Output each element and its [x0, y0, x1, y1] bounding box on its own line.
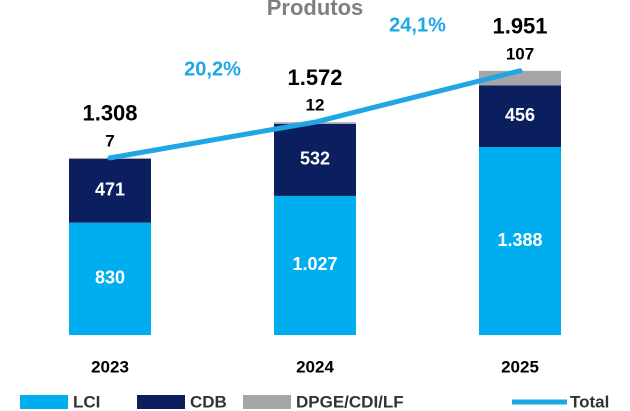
growth-annotation: 20,2%: [184, 58, 241, 80]
total-label: 1.572: [287, 65, 342, 90]
total-line: [107, 68, 523, 161]
data-label: 12: [306, 96, 325, 115]
data-label: 1.388: [497, 230, 542, 250]
legend-label: CDB: [190, 392, 227, 411]
x-tick-label: 2025: [501, 357, 539, 376]
data-label: 7: [105, 131, 114, 150]
legend-label: LCI: [73, 392, 100, 411]
bar-segment: [274, 123, 356, 196]
legend-label: DPGE/CDI/LF: [296, 392, 404, 411]
bar-segment: [479, 85, 561, 148]
legend-swatch: [137, 395, 185, 409]
data-label: 830: [95, 268, 125, 288]
bar-segment: [274, 195, 356, 335]
data-label: 532: [300, 149, 330, 169]
total-label: 1.308: [82, 101, 137, 126]
chart-title: Produtos: [267, 0, 364, 20]
data-label: 107: [506, 44, 534, 63]
growth-annotation: 24,1%: [389, 15, 446, 37]
x-tick-label: 2024: [296, 357, 334, 376]
legend-swatch: [20, 395, 68, 409]
bar-segment: [479, 147, 561, 335]
bar-segment: [69, 158, 151, 223]
data-label: 1.027: [292, 254, 337, 274]
data-label: 471: [95, 179, 125, 199]
data-label: 456: [505, 105, 535, 125]
bar-segment: [69, 222, 151, 335]
x-tick-label: 2023: [91, 357, 129, 376]
legend-swatch: [243, 395, 291, 409]
total-label: 1.951: [492, 14, 547, 39]
legend-label: Total: [570, 392, 609, 411]
